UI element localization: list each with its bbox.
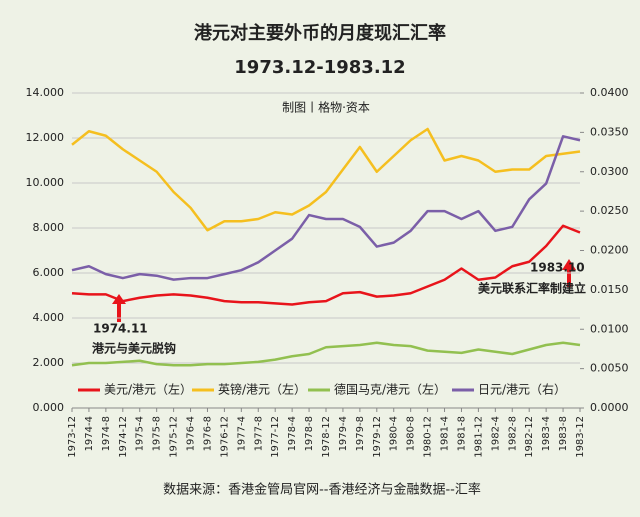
- y2-tick-label: 0.0100: [590, 322, 629, 335]
- legend-label: 德国马克/港元（左）: [334, 382, 446, 397]
- y2-tick-label: 0.0300: [590, 165, 629, 178]
- x-tick-label: 1979-12: [372, 416, 383, 458]
- x-tick-label: 1978-8: [304, 416, 315, 451]
- x-tick-label: 1974-4: [84, 416, 95, 451]
- x-tick-label: 1973-12: [67, 416, 78, 458]
- x-tick-label: 1976-12: [219, 416, 230, 458]
- credit: 制图丨格物·资本: [282, 100, 370, 115]
- x-tick-label: 1977-12: [270, 416, 281, 458]
- chart-subtitle: 1973.12-1983.12: [234, 57, 405, 78]
- y2-tick-label: 0.0000: [590, 401, 629, 414]
- x-tick-label: 1980-4: [389, 416, 400, 451]
- y2-tick-label: 0.0150: [590, 283, 629, 296]
- y2-tick-label: 0.0250: [590, 204, 629, 217]
- y-tick-label: 14.000: [26, 86, 65, 99]
- y-tick-label: 8.000: [33, 221, 65, 234]
- series-line: [71, 224, 581, 306]
- y2-tick-label: 0.0350: [590, 125, 629, 138]
- x-tick-label: 1983-12: [575, 416, 586, 458]
- x-tick-label: 1974-12: [118, 416, 129, 458]
- x-tick-label: 1983-8: [558, 416, 569, 451]
- legend-label: 英镑/港元（左）: [218, 382, 306, 397]
- annotation: 港元与美元脱钩: [92, 341, 176, 356]
- x-tick-label: 1980-8: [406, 416, 417, 451]
- x-tick-label: 1981-12: [473, 416, 484, 458]
- x-tick-label: 1975-4: [135, 416, 146, 451]
- annotation-1983: 1983.10 美元联系汇率制建立: [478, 259, 586, 296]
- x-tick-label: 1981-4: [440, 416, 451, 451]
- source: 数据来源：香港金管局官网--香港经济与金融数据--汇率: [163, 482, 481, 498]
- y2-tick-label: 0.0200: [590, 244, 629, 257]
- annotation-1974: 1974.11 港元与美元脱钩: [92, 294, 176, 356]
- x-tick-label: 1977-4: [236, 416, 247, 451]
- x-tick-label: 1981-8: [456, 416, 467, 451]
- y-tick-label: 2.000: [33, 356, 65, 369]
- x-tick-label: 1975-8: [152, 416, 163, 451]
- x-tick-label: 1975-12: [169, 416, 180, 458]
- legend-label: 日元/港元（右）: [478, 382, 566, 397]
- x-tick-label: 1977-8: [253, 416, 264, 451]
- x-tick-label: 1979-4: [338, 416, 349, 451]
- annotation: 美元联系汇率制建立: [478, 281, 586, 296]
- x-tick-label: 1974-8: [101, 416, 112, 451]
- series-line: [71, 127, 581, 232]
- y2-tick-label: 0.0050: [590, 362, 629, 375]
- x-tick-label: 1976-8: [202, 416, 213, 451]
- x-tick-label: 1983-4: [541, 416, 552, 451]
- x-tick-label: 1979-8: [355, 416, 366, 451]
- legend-label: 美元/港元（左）: [104, 382, 192, 397]
- x-tick-label: 1982-8: [507, 416, 518, 451]
- series-line: [71, 341, 581, 367]
- annotation: 1983.10: [530, 261, 585, 275]
- x-tick-label: 1976-4: [186, 416, 197, 451]
- y-tick-label: 0.000: [33, 401, 65, 414]
- chart-title: 港元对主要外币的月度现汇汇率: [194, 22, 446, 44]
- y-tick-label: 10.000: [26, 176, 65, 189]
- y-tick-label: 4.000: [33, 311, 65, 324]
- y-tick-label: 6.000: [33, 266, 65, 279]
- x-tick-label: 1980-12: [423, 416, 434, 458]
- annotation: 1974.11: [93, 322, 148, 336]
- y-tick-label: 12.000: [26, 131, 65, 144]
- x-tick-label: 1978-12: [321, 416, 332, 458]
- series-line: [71, 135, 581, 281]
- y2-tick-label: 0.0400: [590, 86, 629, 99]
- x-tick-label: 1982-4: [490, 416, 501, 451]
- x-tick-label: 1982-12: [524, 416, 535, 458]
- x-tick-label: 1978-4: [287, 416, 298, 451]
